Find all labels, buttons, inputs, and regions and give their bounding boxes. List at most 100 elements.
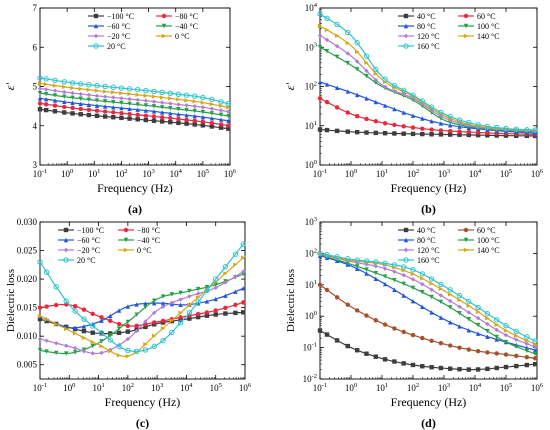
data-point-marker — [81, 349, 87, 354]
data-point-marker — [102, 114, 108, 119]
data-point-marker — [43, 76, 49, 82]
legend-marker — [161, 23, 167, 29]
data-point-marker — [410, 92, 416, 98]
data-point-marker — [127, 116, 132, 121]
data-point-marker — [94, 113, 100, 118]
data-point-marker — [345, 60, 350, 66]
data-point-marker — [382, 322, 388, 327]
data-point-marker — [168, 119, 173, 125]
data-point-marker — [209, 96, 215, 103]
series-line — [39, 77, 231, 105]
data-point-marker — [168, 101, 173, 106]
data-point-marker — [355, 67, 360, 72]
data-point-marker — [200, 123, 206, 128]
data-point-marker — [410, 271, 416, 277]
data-point-marker — [72, 308, 78, 314]
legend-label: 60 °C — [477, 226, 496, 235]
data-point-marker — [142, 347, 149, 353]
data-point-marker — [111, 110, 116, 115]
data-point-marker — [94, 82, 100, 89]
data-point-marker — [334, 85, 340, 90]
data-point-marker — [111, 105, 116, 110]
data-point-marker — [391, 262, 398, 268]
legend-label: 140 °C — [477, 246, 500, 255]
data-point-marker — [90, 339, 95, 345]
legend-label: 160 °C — [417, 256, 440, 265]
data-point-marker — [438, 365, 444, 371]
data-point-marker — [143, 342, 148, 347]
data-point-marker — [63, 298, 69, 304]
data-point-marker — [514, 363, 519, 369]
data-point-marker — [178, 290, 183, 296]
x-axis-label: Frequency (Hz) — [391, 395, 467, 409]
data-point-marker — [64, 343, 69, 348]
data-point-marker — [178, 317, 183, 323]
data-point-marker — [107, 337, 113, 343]
panel-b: 10-1 100 101 102 103 104 105 106100101102103104… — [283, 2, 544, 216]
data-point-marker — [81, 307, 87, 312]
data-point-marker — [392, 122, 397, 128]
data-point-marker — [438, 286, 444, 292]
data-point-marker — [382, 76, 388, 82]
data-point-marker — [457, 304, 462, 309]
data-point-marker — [448, 132, 453, 137]
data-point-marker — [64, 326, 69, 332]
data-point-marker — [127, 106, 132, 112]
data-point-marker — [524, 348, 530, 353]
legend-marker — [93, 13, 99, 19]
legend-label: −60 °C — [107, 22, 130, 31]
data-point-marker — [159, 95, 165, 100]
x-axis-label: Frequency (Hz) — [391, 181, 467, 195]
data-point-marker — [78, 101, 83, 107]
data-point-marker — [317, 33, 323, 38]
plot-frame — [39, 221, 246, 380]
data-point-marker — [334, 128, 340, 134]
data-point-marker — [524, 334, 530, 340]
legend-label: −40 °C — [137, 236, 160, 245]
panel-label: (c) — [136, 416, 149, 430]
data-point-marker — [102, 99, 108, 104]
y-tick-label: 103 — [305, 216, 317, 227]
data-point-marker — [334, 254, 340, 260]
data-point-marker — [494, 337, 499, 342]
data-point-marker — [524, 127, 530, 133]
data-point-marker — [475, 348, 481, 354]
data-point-marker — [78, 96, 83, 101]
data-point-marker — [192, 99, 197, 104]
series-line — [319, 255, 538, 352]
data-point-marker — [484, 123, 491, 130]
data-point-marker — [447, 287, 453, 293]
x-tick-label: 100 — [61, 168, 73, 179]
data-point-marker — [457, 121, 462, 126]
data-point-marker — [116, 321, 122, 327]
data-point-marker — [69, 80, 76, 86]
data-point-marker — [72, 331, 78, 336]
data-point-marker — [524, 355, 530, 360]
data-point-marker — [204, 299, 210, 304]
data-point-marker — [401, 329, 406, 335]
data-point-marker — [226, 105, 231, 110]
x-tick-label: 100 — [345, 168, 357, 179]
data-point-marker — [37, 107, 43, 112]
data-point-marker — [143, 117, 149, 123]
data-point-marker — [62, 89, 67, 95]
data-point-marker — [485, 328, 490, 334]
data-point-marker — [354, 257, 360, 263]
data-point-marker — [81, 324, 87, 329]
data-point-marker — [410, 362, 416, 368]
data-point-marker — [392, 269, 397, 274]
data-point-marker — [222, 264, 229, 270]
data-point-marker — [81, 328, 87, 334]
data-point-marker — [317, 45, 323, 50]
data-point-marker — [168, 111, 173, 116]
data-point-marker — [53, 340, 59, 346]
data-point-marker — [52, 109, 58, 114]
y-tick-label: 5 — [33, 82, 38, 92]
data-point-marker — [37, 81, 43, 86]
data-point-marker — [223, 311, 228, 316]
data-point-marker — [410, 267, 416, 273]
data-point-marker — [192, 118, 197, 124]
data-point-marker — [209, 120, 215, 126]
data-point-marker — [218, 99, 224, 105]
y-tick-label: 100 — [305, 310, 317, 321]
